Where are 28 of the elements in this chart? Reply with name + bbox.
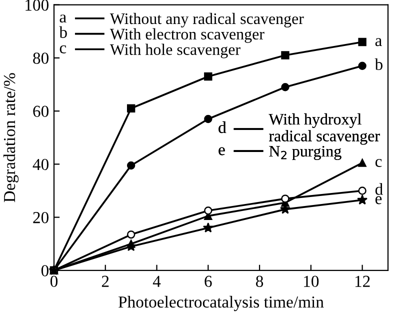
- legend-label: Without any radical scavenger: [110, 12, 304, 28]
- y-tick-label: 20: [33, 212, 49, 224]
- y-axis-title: Degradation rate/%: [3, 73, 19, 202]
- x-tick-label: 0: [50, 276, 58, 287]
- annotation: b: [374, 58, 383, 70]
- y-tick-label: 40: [32, 158, 49, 170]
- y-tick-label: 0: [41, 265, 49, 276]
- x-tick-label: 10: [304, 276, 319, 287]
- x-tick-label: 4: [152, 276, 161, 287]
- y-tick-label: 60: [33, 106, 49, 117]
- annotation: e: [218, 147, 225, 156]
- y-tick-label: 80: [33, 52, 49, 64]
- legend-label: N$_{2}$ purging: [269, 146, 342, 160]
- annotation: d: [218, 121, 226, 134]
- x-tick-label: 6: [204, 276, 212, 287]
- annotation: d: [375, 183, 383, 195]
- x-tick-label: 2: [102, 276, 109, 287]
- x-axis-title: Photoelectrocatalysis time/min: [118, 296, 324, 312]
- annotation: a: [375, 38, 382, 46]
- legend-label: With hole scavenger: [110, 44, 240, 58]
- annotation: c: [60, 45, 66, 54]
- annotation: a: [60, 14, 66, 23]
- annotation: b: [59, 26, 67, 38]
- x-tick-label: 8: [256, 276, 264, 287]
- x-tick-label: 12: [355, 276, 370, 287]
- legend-label: With electron scavenger: [110, 28, 264, 43]
- annotation: c: [375, 158, 382, 168]
- annotation: e: [375, 196, 382, 204]
